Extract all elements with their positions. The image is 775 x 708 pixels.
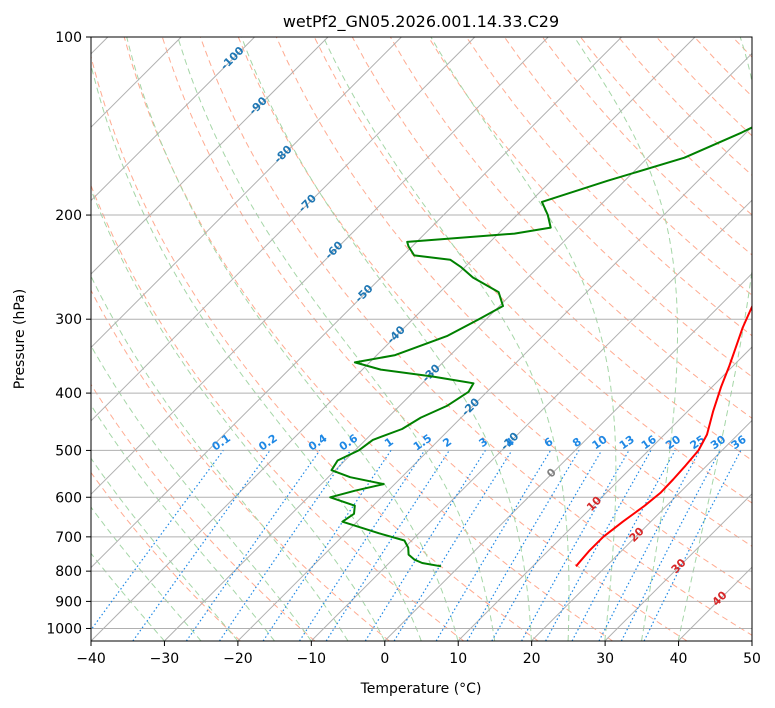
isotherm-line (91, 37, 696, 641)
dry-adiabat (91, 54, 539, 641)
x-axis-label: Temperature (°C) (360, 681, 482, 697)
mixing-ratio-line (393, 450, 513, 641)
y-tick-label: 900 (55, 594, 82, 610)
mixing-ratio-line (521, 450, 630, 641)
x-axis: −40 −30 −20 −10 0 10 20 30 40 50 (76, 641, 761, 667)
x-tick-label: −10 (297, 651, 327, 667)
mixing-ratio-line (643, 450, 742, 641)
isotherm-line (91, 37, 255, 202)
moist-adiabat (322, 37, 570, 641)
moist-adiabat (91, 506, 202, 641)
dry-adiabat (465, 37, 752, 337)
moist-adiabat (573, 37, 678, 641)
mixing-ratio-line (571, 450, 676, 641)
dry-adiabat (503, 37, 752, 296)
mixing-ratio-line (545, 450, 652, 641)
moist-adiabat (91, 552, 165, 641)
mixing-ratio-line (132, 450, 271, 641)
x-tick-label: 40 (670, 651, 688, 667)
dry-adiabat (91, 289, 390, 641)
dry-adiabat (313, 37, 752, 504)
y-tick-label: 600 (55, 490, 82, 506)
moist-adiabat (241, 37, 532, 641)
x-tick-label: −40 (76, 651, 106, 667)
isotherm-line (91, 37, 622, 569)
y-axis-label: Pressure (hPa) (12, 289, 28, 389)
isotherm-line (91, 37, 476, 422)
y-tick-label: 1000 (46, 621, 82, 637)
isotherm-line (237, 126, 752, 641)
background-lines (91, 37, 752, 641)
isotherm-line (457, 346, 752, 641)
profiles (329, 126, 752, 568)
moist-adiabat (177, 37, 496, 641)
moist-adiabat (91, 275, 349, 641)
isotherm-line (91, 37, 402, 349)
y-tick-label: 300 (55, 312, 82, 328)
x-tick-label: 50 (743, 651, 761, 667)
moist-adiabat (126, 37, 459, 641)
x-tick-label: −20 (223, 651, 253, 667)
y-axis: 100 200 300 400 500 600 700 800 900 1000 (46, 30, 91, 637)
plot-frame (90, 36, 753, 642)
x-tick-label: 20 (523, 651, 541, 667)
dry-adiabat (91, 184, 465, 641)
isotherm-line (604, 493, 752, 641)
dry-adiabat (91, 471, 241, 641)
dewpoint-profile-line (329, 126, 752, 568)
dry-adiabat (91, 383, 316, 641)
moist-adiabat (91, 188, 386, 641)
moist-adiabat (91, 404, 275, 641)
temperature-profile-line (575, 304, 752, 567)
isotherm-line (310, 199, 752, 641)
isotherm-line (531, 419, 752, 641)
dry-adiabat (123, 37, 613, 641)
mixing-ratio-line (91, 450, 224, 631)
mixing-ratio-line (262, 450, 392, 641)
y-tick-label: 500 (55, 443, 82, 459)
moist-adiabat (677, 37, 752, 641)
mixing-ratio-line (298, 450, 426, 641)
moist-adiabat (91, 63, 422, 641)
isotherm-line (384, 272, 752, 641)
isotherm-line (164, 52, 752, 641)
chart-title: wetPf2_GN05.2026.001.14.33.C29 (283, 12, 559, 32)
x-tick-label: 10 (449, 651, 467, 667)
dry-adiabat (161, 37, 688, 641)
moist-adiabat (430, 37, 617, 641)
moist-adiabat (91, 457, 239, 641)
mixing-ratio-line (185, 450, 321, 641)
y-tick-label: 400 (55, 386, 82, 402)
mixing-ratio-line (325, 450, 450, 641)
y-tick-label: 200 (55, 208, 82, 224)
x-tick-label: 0 (380, 651, 389, 667)
isotherm-line (91, 37, 329, 275)
y-tick-label: 100 (55, 30, 82, 46)
dry-adiabat (275, 37, 752, 547)
y-tick-label: 700 (55, 530, 82, 546)
dry-adiabat (237, 37, 752, 591)
mixing-ratio-line (219, 450, 351, 641)
y-tick-label: 800 (55, 564, 82, 580)
x-tick-label: −30 (150, 651, 180, 667)
isotherm-line (91, 37, 549, 495)
x-tick-label: 30 (596, 651, 614, 667)
